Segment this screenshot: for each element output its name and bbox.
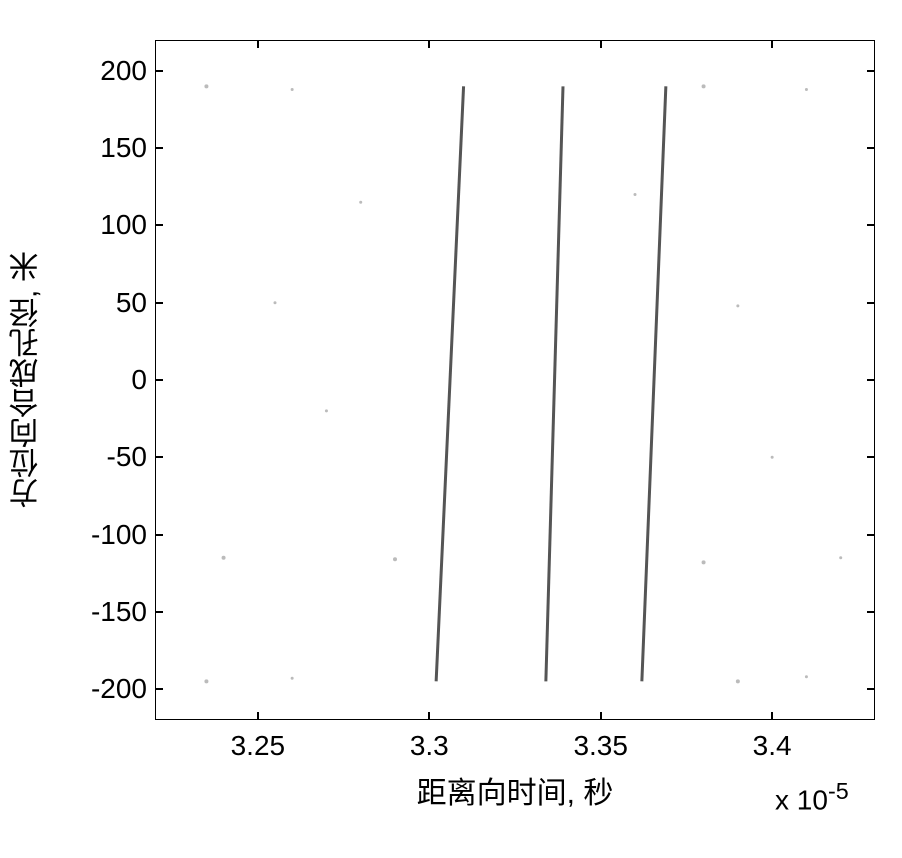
y-tick-label: 50 bbox=[116, 287, 147, 319]
data-speckle bbox=[839, 556, 842, 559]
y-tick-label: 0 bbox=[131, 364, 147, 396]
data-speckle bbox=[702, 84, 706, 88]
data-speckle bbox=[771, 456, 774, 459]
x-tick-label: 3.35 bbox=[571, 730, 631, 762]
y-tick-label: -150 bbox=[91, 596, 147, 628]
chart-container: 方位向合成孔径, 米 距离向时间, 秒 x 10-5 200 150 100 50 0 -… bbox=[0, 0, 902, 858]
x-axis-exponent: x 10-5 bbox=[775, 778, 849, 816]
x-axis-label: 距离向时间, 秒 bbox=[395, 768, 635, 812]
y-tick-label: 150 bbox=[100, 132, 147, 164]
data-speckle bbox=[736, 304, 739, 307]
y-tick-label: 200 bbox=[100, 55, 147, 87]
y-tick-label: -200 bbox=[91, 673, 147, 705]
data-speckle bbox=[393, 557, 397, 561]
data-speckle bbox=[274, 301, 277, 304]
data-vertical-line bbox=[642, 86, 666, 681]
data-speckle bbox=[291, 88, 294, 91]
data-speckle bbox=[325, 409, 328, 412]
data-speckle bbox=[736, 679, 740, 683]
data-speckle bbox=[222, 556, 226, 560]
exponent-power: -5 bbox=[828, 778, 849, 804]
y-tick-label: 100 bbox=[100, 209, 147, 241]
data-svg bbox=[155, 40, 875, 720]
data-speckle bbox=[634, 193, 637, 196]
data-vertical-line bbox=[436, 86, 463, 681]
data-speckle bbox=[204, 679, 208, 683]
x-tick-label: 3.25 bbox=[228, 730, 288, 762]
x-tick-label: 3.3 bbox=[399, 730, 459, 762]
data-speckle bbox=[805, 88, 808, 91]
data-speckle bbox=[359, 201, 362, 204]
y-axis-label: 方位向合成孔径, 米 bbox=[10, 230, 45, 530]
exponent-base: x 10 bbox=[775, 784, 828, 815]
x-tick-label: 3.4 bbox=[742, 730, 802, 762]
data-speckle bbox=[805, 675, 808, 678]
y-tick-label: -100 bbox=[91, 519, 147, 551]
data-vertical-line bbox=[546, 86, 563, 681]
data-speckle bbox=[291, 677, 294, 680]
data-speckle bbox=[702, 560, 706, 564]
data-speckle bbox=[204, 84, 208, 88]
y-tick-label: -50 bbox=[107, 441, 147, 473]
